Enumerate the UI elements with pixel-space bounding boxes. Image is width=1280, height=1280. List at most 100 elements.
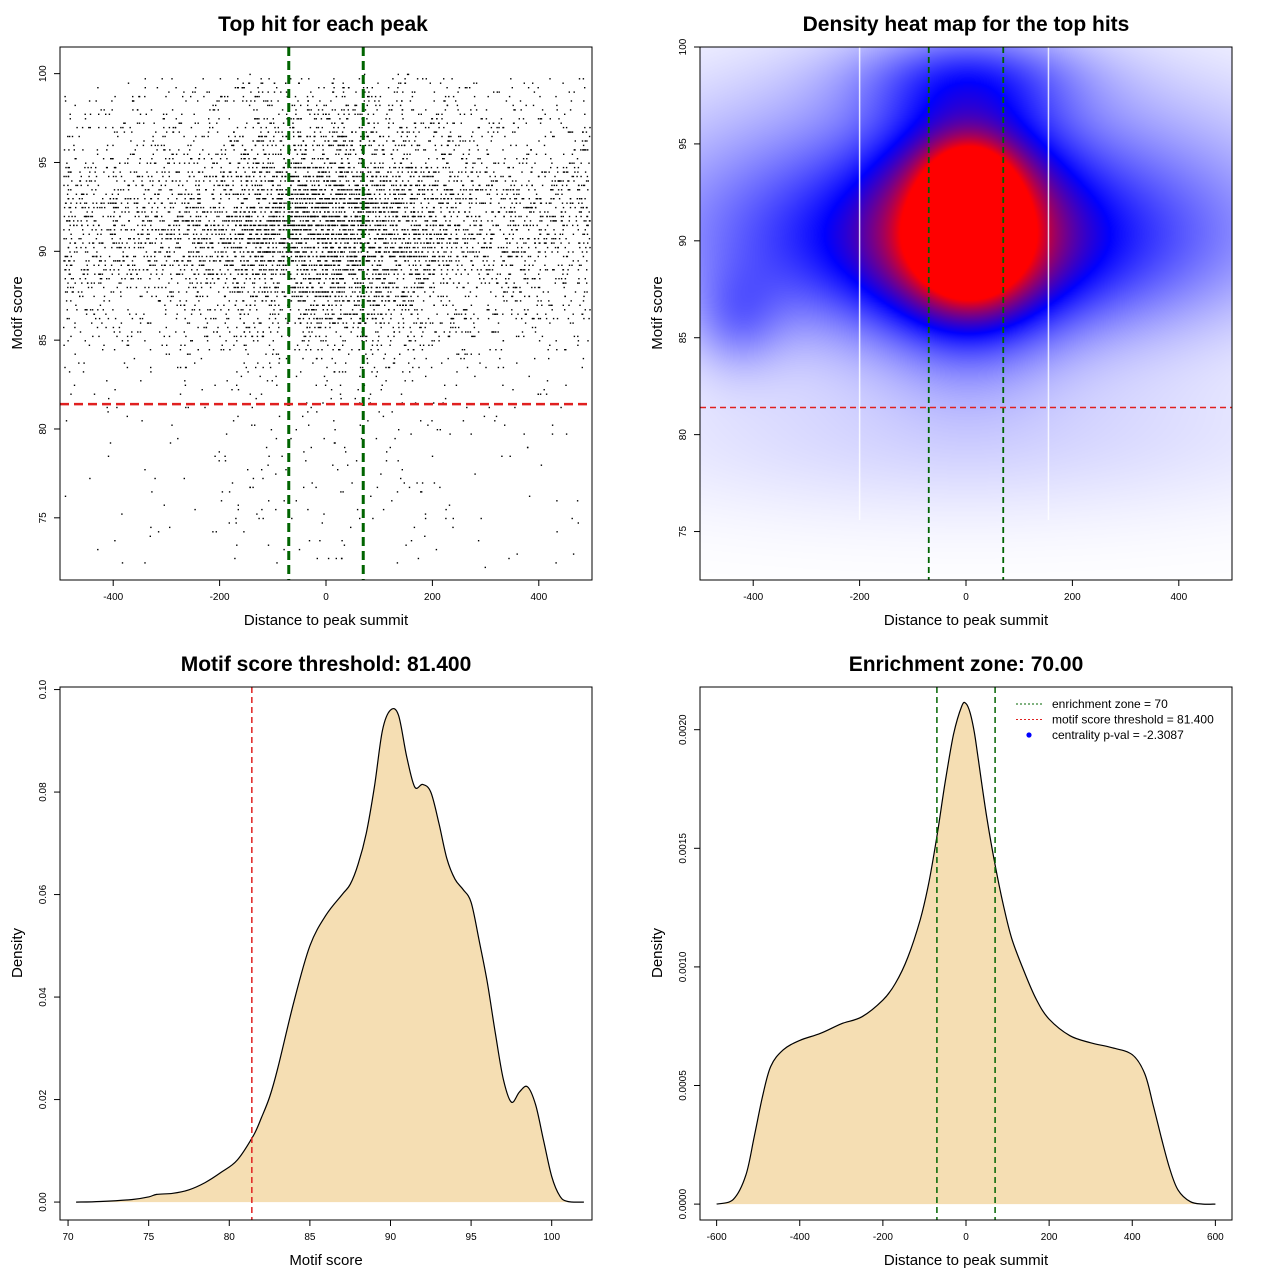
data-point bbox=[290, 300, 293, 302]
data-point bbox=[290, 220, 292, 222]
data-point bbox=[409, 371, 411, 373]
data-point bbox=[375, 238, 377, 240]
data-point bbox=[117, 193, 119, 195]
data-point bbox=[458, 87, 461, 89]
data-point bbox=[439, 82, 442, 84]
data-point bbox=[402, 371, 404, 373]
data-point bbox=[105, 193, 107, 195]
data-point bbox=[444, 215, 446, 218]
data-point bbox=[402, 322, 405, 324]
data-point bbox=[290, 255, 293, 258]
data-point bbox=[143, 206, 145, 209]
data-point bbox=[337, 251, 339, 253]
data-point bbox=[274, 215, 276, 218]
data-point bbox=[191, 340, 193, 342]
data-point bbox=[261, 91, 264, 93]
data-point bbox=[353, 273, 356, 275]
data-point bbox=[514, 198, 516, 200]
data-point bbox=[224, 220, 226, 222]
data-point bbox=[265, 353, 267, 355]
data-point bbox=[516, 362, 518, 364]
data-point bbox=[524, 313, 527, 315]
data-point bbox=[93, 295, 95, 298]
data-point bbox=[158, 251, 160, 253]
data-point bbox=[67, 189, 70, 191]
data-point bbox=[275, 286, 278, 289]
data-point bbox=[364, 109, 367, 111]
data-point bbox=[87, 224, 89, 227]
data-point bbox=[336, 140, 338, 142]
data-point bbox=[102, 349, 104, 351]
data-point bbox=[428, 211, 430, 213]
data-point bbox=[240, 260, 242, 262]
data-point bbox=[220, 273, 223, 275]
data-point bbox=[305, 189, 307, 191]
data-point bbox=[407, 229, 409, 231]
data-point bbox=[183, 135, 185, 138]
data-point bbox=[280, 91, 282, 93]
data-point bbox=[84, 206, 86, 209]
data-point bbox=[120, 282, 122, 284]
data-point bbox=[308, 255, 311, 258]
data-point bbox=[218, 278, 220, 280]
data-point bbox=[262, 224, 264, 227]
data-point bbox=[127, 344, 130, 346]
data-point bbox=[90, 180, 93, 182]
data-point bbox=[389, 233, 391, 235]
data-point bbox=[512, 166, 514, 169]
data-point bbox=[358, 206, 360, 209]
data-point bbox=[331, 198, 334, 200]
data-point bbox=[502, 384, 504, 386]
data-point bbox=[93, 282, 95, 284]
data-point bbox=[193, 309, 196, 311]
data-point bbox=[79, 202, 82, 204]
data-point bbox=[131, 331, 133, 333]
data-point bbox=[171, 109, 174, 111]
data-point bbox=[468, 233, 470, 235]
data-point bbox=[107, 411, 109, 413]
data-point bbox=[411, 91, 414, 93]
data-point bbox=[511, 255, 513, 258]
data-point bbox=[369, 224, 371, 227]
data-point bbox=[288, 198, 291, 200]
data-point bbox=[305, 229, 307, 231]
data-point bbox=[178, 229, 180, 231]
data-point bbox=[293, 246, 295, 249]
data-point bbox=[222, 229, 224, 231]
data-point bbox=[515, 144, 517, 147]
data-point bbox=[318, 335, 321, 338]
data-point bbox=[199, 202, 201, 204]
data-point bbox=[558, 180, 561, 182]
data-point bbox=[132, 180, 135, 182]
data-point bbox=[299, 233, 302, 235]
data-point bbox=[333, 131, 336, 133]
data-point bbox=[255, 220, 257, 222]
data-point bbox=[326, 206, 328, 209]
data-point bbox=[278, 282, 280, 284]
data-point bbox=[210, 242, 213, 244]
data-point bbox=[392, 78, 394, 80]
data-point bbox=[460, 122, 462, 124]
data-point bbox=[204, 273, 206, 275]
data-point bbox=[405, 233, 407, 235]
data-point bbox=[342, 344, 344, 346]
data-point bbox=[381, 255, 384, 258]
data-point bbox=[443, 215, 445, 218]
data-point bbox=[376, 278, 379, 280]
data-point bbox=[536, 224, 538, 227]
data-point bbox=[265, 264, 267, 266]
data-point bbox=[422, 233, 425, 235]
data-point bbox=[373, 238, 376, 240]
data-point bbox=[71, 291, 73, 293]
data-point bbox=[103, 269, 105, 271]
data-point bbox=[334, 109, 336, 111]
data-point bbox=[387, 291, 389, 293]
data-point bbox=[269, 366, 272, 369]
data-point bbox=[259, 135, 261, 138]
data-point bbox=[523, 224, 525, 227]
data-point bbox=[178, 171, 180, 173]
data-point bbox=[441, 322, 443, 324]
data-point bbox=[560, 278, 563, 280]
data-point bbox=[168, 211, 171, 213]
data-point bbox=[359, 322, 362, 324]
